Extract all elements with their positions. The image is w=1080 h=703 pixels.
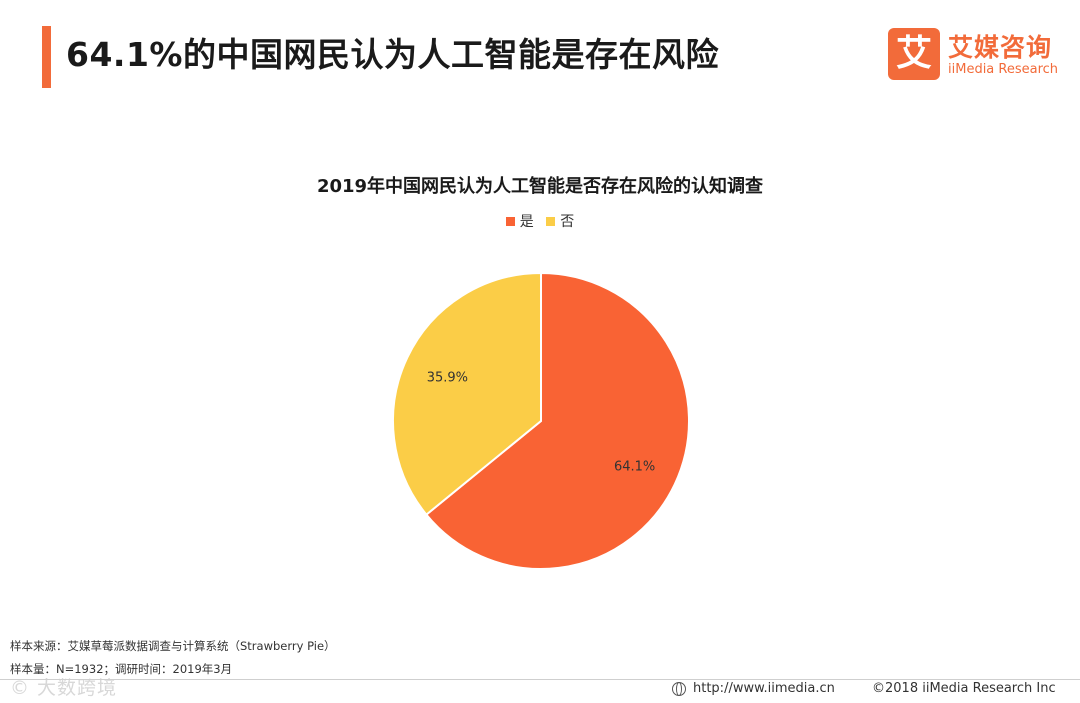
chart-title: 2019年中国网民认为人工智能是否存在风险的认知调查 [316,176,764,197]
pie-label-yes: 64.1% [614,459,655,474]
title-accent-bar [42,26,51,88]
legend-swatch-no [546,216,556,226]
legend-label-no: 否 [560,214,575,230]
globe-icon [672,681,686,696]
footer-divider [0,679,1080,680]
chart-legend: 是 否 [0,211,1080,231]
pie-slice-yes [424,271,691,570]
sample-source-note: 样本来源：艾媒草莓派数据调查与计算系统（Strawberry Pie） [10,639,336,653]
brand-name-en: iiMedia Research [948,62,1059,77]
footer-url[interactable]: http://www.iimedia.cn [693,681,835,696]
legend-label-yes: 是 [519,214,534,230]
brand-name-cn: 艾媒咨询 [948,33,1053,62]
footer-website-link[interactable]: http://www.iimedia.cn [672,681,835,696]
pie-label-no: 35.9% [427,371,468,386]
sample-size-note: 样本量：N=1932；调研时间：2019年3月 [10,662,233,676]
brand-logo: 艾 艾媒咨询 iiMedia Research [888,28,1064,82]
footer-copyright: ©2018 iiMedia Research Inc [872,681,1056,696]
legend-swatch-yes [505,216,515,226]
brand-logo-icon: 艾 [888,28,940,80]
pie-slice-no [392,271,542,517]
legend-item-yes: 是 [505,211,534,231]
page-title: 64.1%的中国网民认为人工智能是存在风险 [66,35,719,74]
watermark: © 大数跨境 [10,677,118,699]
legend-item-no: 否 [546,211,574,231]
